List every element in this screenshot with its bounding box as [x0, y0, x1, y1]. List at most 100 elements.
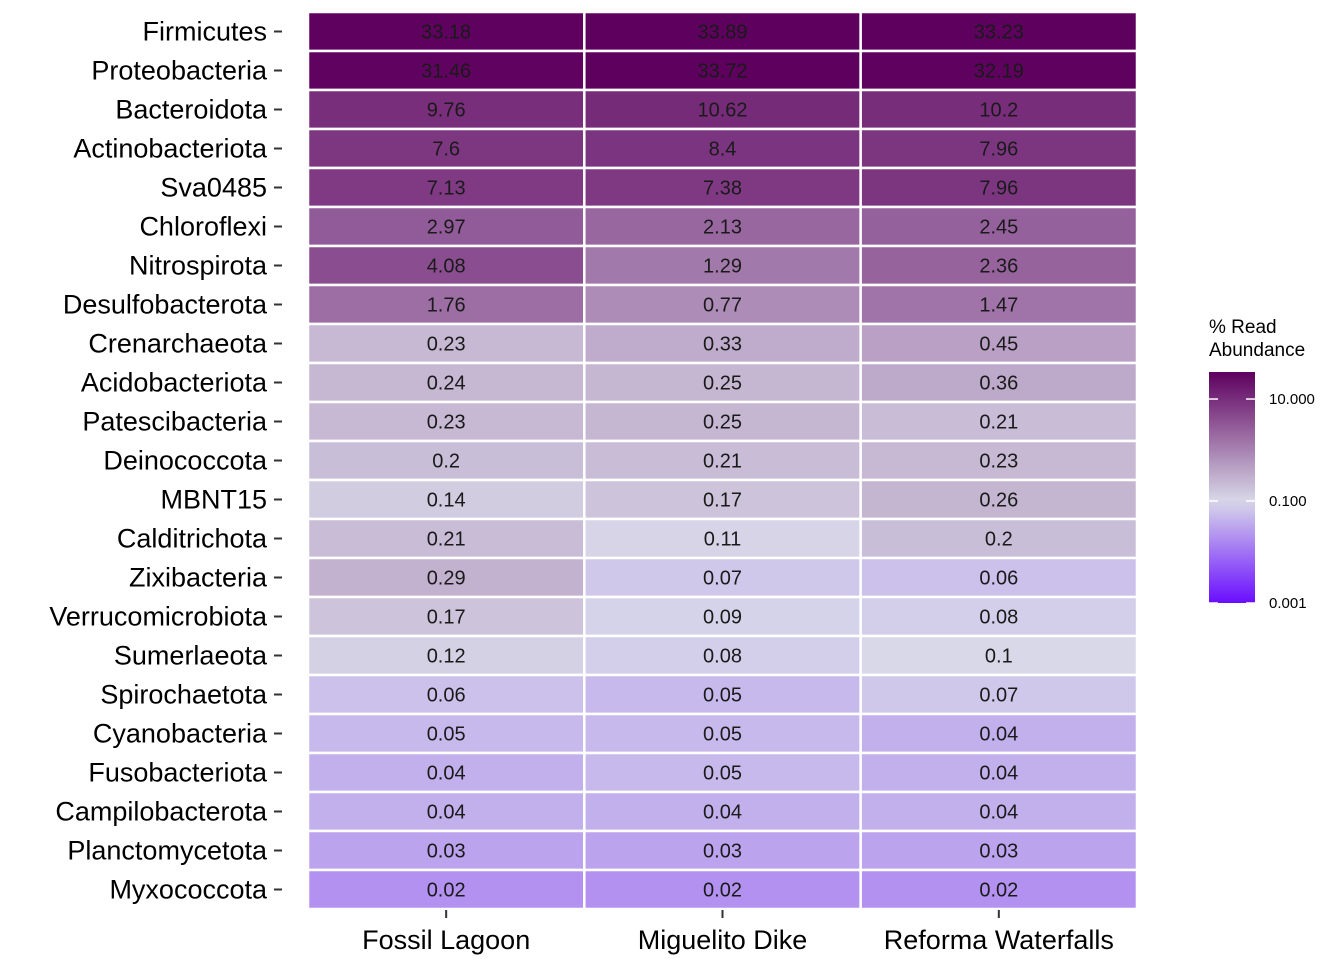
heatmap-cell [859, 478, 1139, 521]
x-axis-tick-label: Miguelito Dike [638, 925, 808, 955]
y-axis-tick-label: Cyanobacteria [93, 719, 268, 749]
heatmap-cell [306, 595, 586, 638]
cell-value-label: 0.02 [427, 880, 466, 902]
y-axis-tick-label: Acidobacteriota [81, 368, 268, 398]
cell-value-label: 7.96 [979, 178, 1018, 200]
heatmap-cell [583, 283, 862, 326]
cell-value-label: 0.05 [703, 724, 742, 746]
y-axis-tick-label: Zixibacteria [129, 563, 268, 593]
legend-tick-label: 0.100 [1269, 493, 1307, 510]
cell-value-label: 0.21 [427, 529, 466, 551]
y-axis-tick-label: Nitrospirota [129, 251, 268, 281]
cell-value-label: 0.21 [979, 412, 1018, 434]
heatmap-cell [859, 283, 1139, 326]
cell-value-label: 32.19 [974, 61, 1024, 83]
heatmap-cell [306, 829, 586, 872]
heatmap-cell [583, 205, 862, 248]
cell-value-label: 4.08 [427, 256, 466, 278]
heatmap-cell [583, 361, 862, 404]
y-axis-tick-label: Deinococcota [103, 446, 268, 476]
cell-value-label: 33.18 [421, 22, 471, 44]
heatmap-cell [859, 322, 1139, 365]
cell-value-label: 0.77 [703, 295, 742, 317]
cell-value-label: 1.29 [703, 256, 742, 278]
y-axis-tick-label: Crenarchaeota [88, 329, 268, 359]
cell-value-label: 0.17 [427, 607, 466, 629]
cell-value-label: 7.6 [432, 139, 460, 161]
heatmap-cell [306, 712, 586, 755]
cell-value-label: 0.03 [427, 841, 466, 863]
cell-value-label: 0.14 [427, 490, 466, 512]
cell-value-label: 0.11 [704, 529, 741, 551]
cell-value-label: 0.23 [979, 451, 1018, 473]
y-axis-tick-label: Verrucomicrobiota [49, 602, 268, 632]
cell-value-label: 0.12 [427, 646, 466, 668]
heatmap-cell [859, 673, 1139, 716]
cell-value-label: 0.36 [979, 373, 1018, 395]
heatmap-cell [859, 439, 1139, 482]
cell-value-label: 0.02 [979, 880, 1018, 902]
heatmap-cell [583, 88, 862, 131]
cell-value-label: 0.26 [979, 490, 1018, 512]
heatmap-cell [306, 283, 586, 326]
cell-value-label: 9.76 [427, 100, 466, 122]
cell-value-label: 0.23 [427, 412, 466, 434]
y-axis-tick-label: Sumerlaeota [114, 641, 268, 671]
cell-value-label: 0.06 [979, 568, 1018, 590]
cell-value-label: 33.72 [697, 61, 747, 83]
cell-value-label: 0.09 [703, 607, 742, 629]
cell-value-label: 2.13 [703, 217, 742, 239]
cell-value-label: 31.46 [421, 61, 471, 83]
y-axis-tick-label: Spirochaetota [100, 680, 268, 710]
cell-value-label: 0.04 [427, 802, 466, 824]
legend-title-line-2: Abundance [1209, 340, 1305, 361]
y-axis-tick-label: Bacteroidota [115, 95, 268, 125]
heatmap-cell [306, 10, 586, 53]
y-axis-tick-label: Desulfobacterota [63, 290, 268, 320]
cell-value-label: 0.07 [979, 685, 1018, 707]
legend-color-bar [1209, 372, 1255, 603]
heatmap-cell [306, 790, 586, 833]
cell-value-label: 0.23 [427, 334, 466, 356]
y-axis-tick-label: MBNT15 [160, 485, 267, 515]
y-axis-tick-label: Firmicutes [142, 17, 267, 47]
heatmap-cell [583, 673, 862, 716]
cell-value-label: 0.04 [703, 802, 742, 824]
cell-value-label: 0.08 [703, 646, 742, 668]
heatmap-cell [859, 517, 1139, 560]
y-axis-tick-label: Campilobacterota [55, 797, 268, 827]
cell-value-label: 0.05 [427, 724, 466, 746]
heatmap-cell [583, 868, 862, 911]
heatmap-cells [306, 10, 1139, 911]
cell-value-label: 0.05 [703, 685, 742, 707]
x-axis-tick-label: Fossil Lagoon [362, 925, 530, 955]
heatmap-cell [859, 634, 1139, 677]
cell-value-label: 0.45 [979, 334, 1018, 356]
cell-value-label: 0.33 [703, 334, 742, 356]
cell-value-label: 0.03 [979, 841, 1018, 863]
heatmap-cell [859, 829, 1139, 872]
heatmap-cell [306, 127, 586, 170]
x-axis: Fossil Lagoon Miguelito Dike Reforma Water… [362, 910, 1114, 955]
y-axis-tick-label: Myxococcota [109, 875, 268, 905]
heatmap-cell [583, 712, 862, 755]
cell-value-label: 2.36 [979, 256, 1018, 278]
y-axis-tick-label: Patescibacteria [82, 407, 268, 437]
cell-value-label: 0.2 [432, 451, 460, 473]
cell-value-label: 0.07 [703, 568, 742, 590]
cell-value-label: 2.45 [979, 217, 1018, 239]
y-axis-tick-label: Calditrichota [117, 524, 268, 554]
color-legend: % Read Abundance 10.000 0.100 0.001 [1209, 317, 1315, 612]
heatmap-cell [306, 205, 586, 248]
cell-value-label: 2.97 [427, 217, 466, 239]
x-axis-tick-label: Reforma Waterfalls [884, 925, 1114, 955]
cell-value-label: 0.25 [703, 412, 742, 434]
heatmap-cell [583, 244, 862, 287]
cell-value-label: 0.04 [979, 724, 1018, 746]
cell-value-label: 7.38 [703, 178, 742, 200]
heatmap-cell [306, 244, 586, 287]
heatmap-cell [583, 634, 862, 677]
y-axis-tick-label: Fusobacteriota [88, 758, 268, 788]
heatmap-cell [859, 868, 1139, 911]
cell-value-label: 0.04 [427, 763, 466, 785]
